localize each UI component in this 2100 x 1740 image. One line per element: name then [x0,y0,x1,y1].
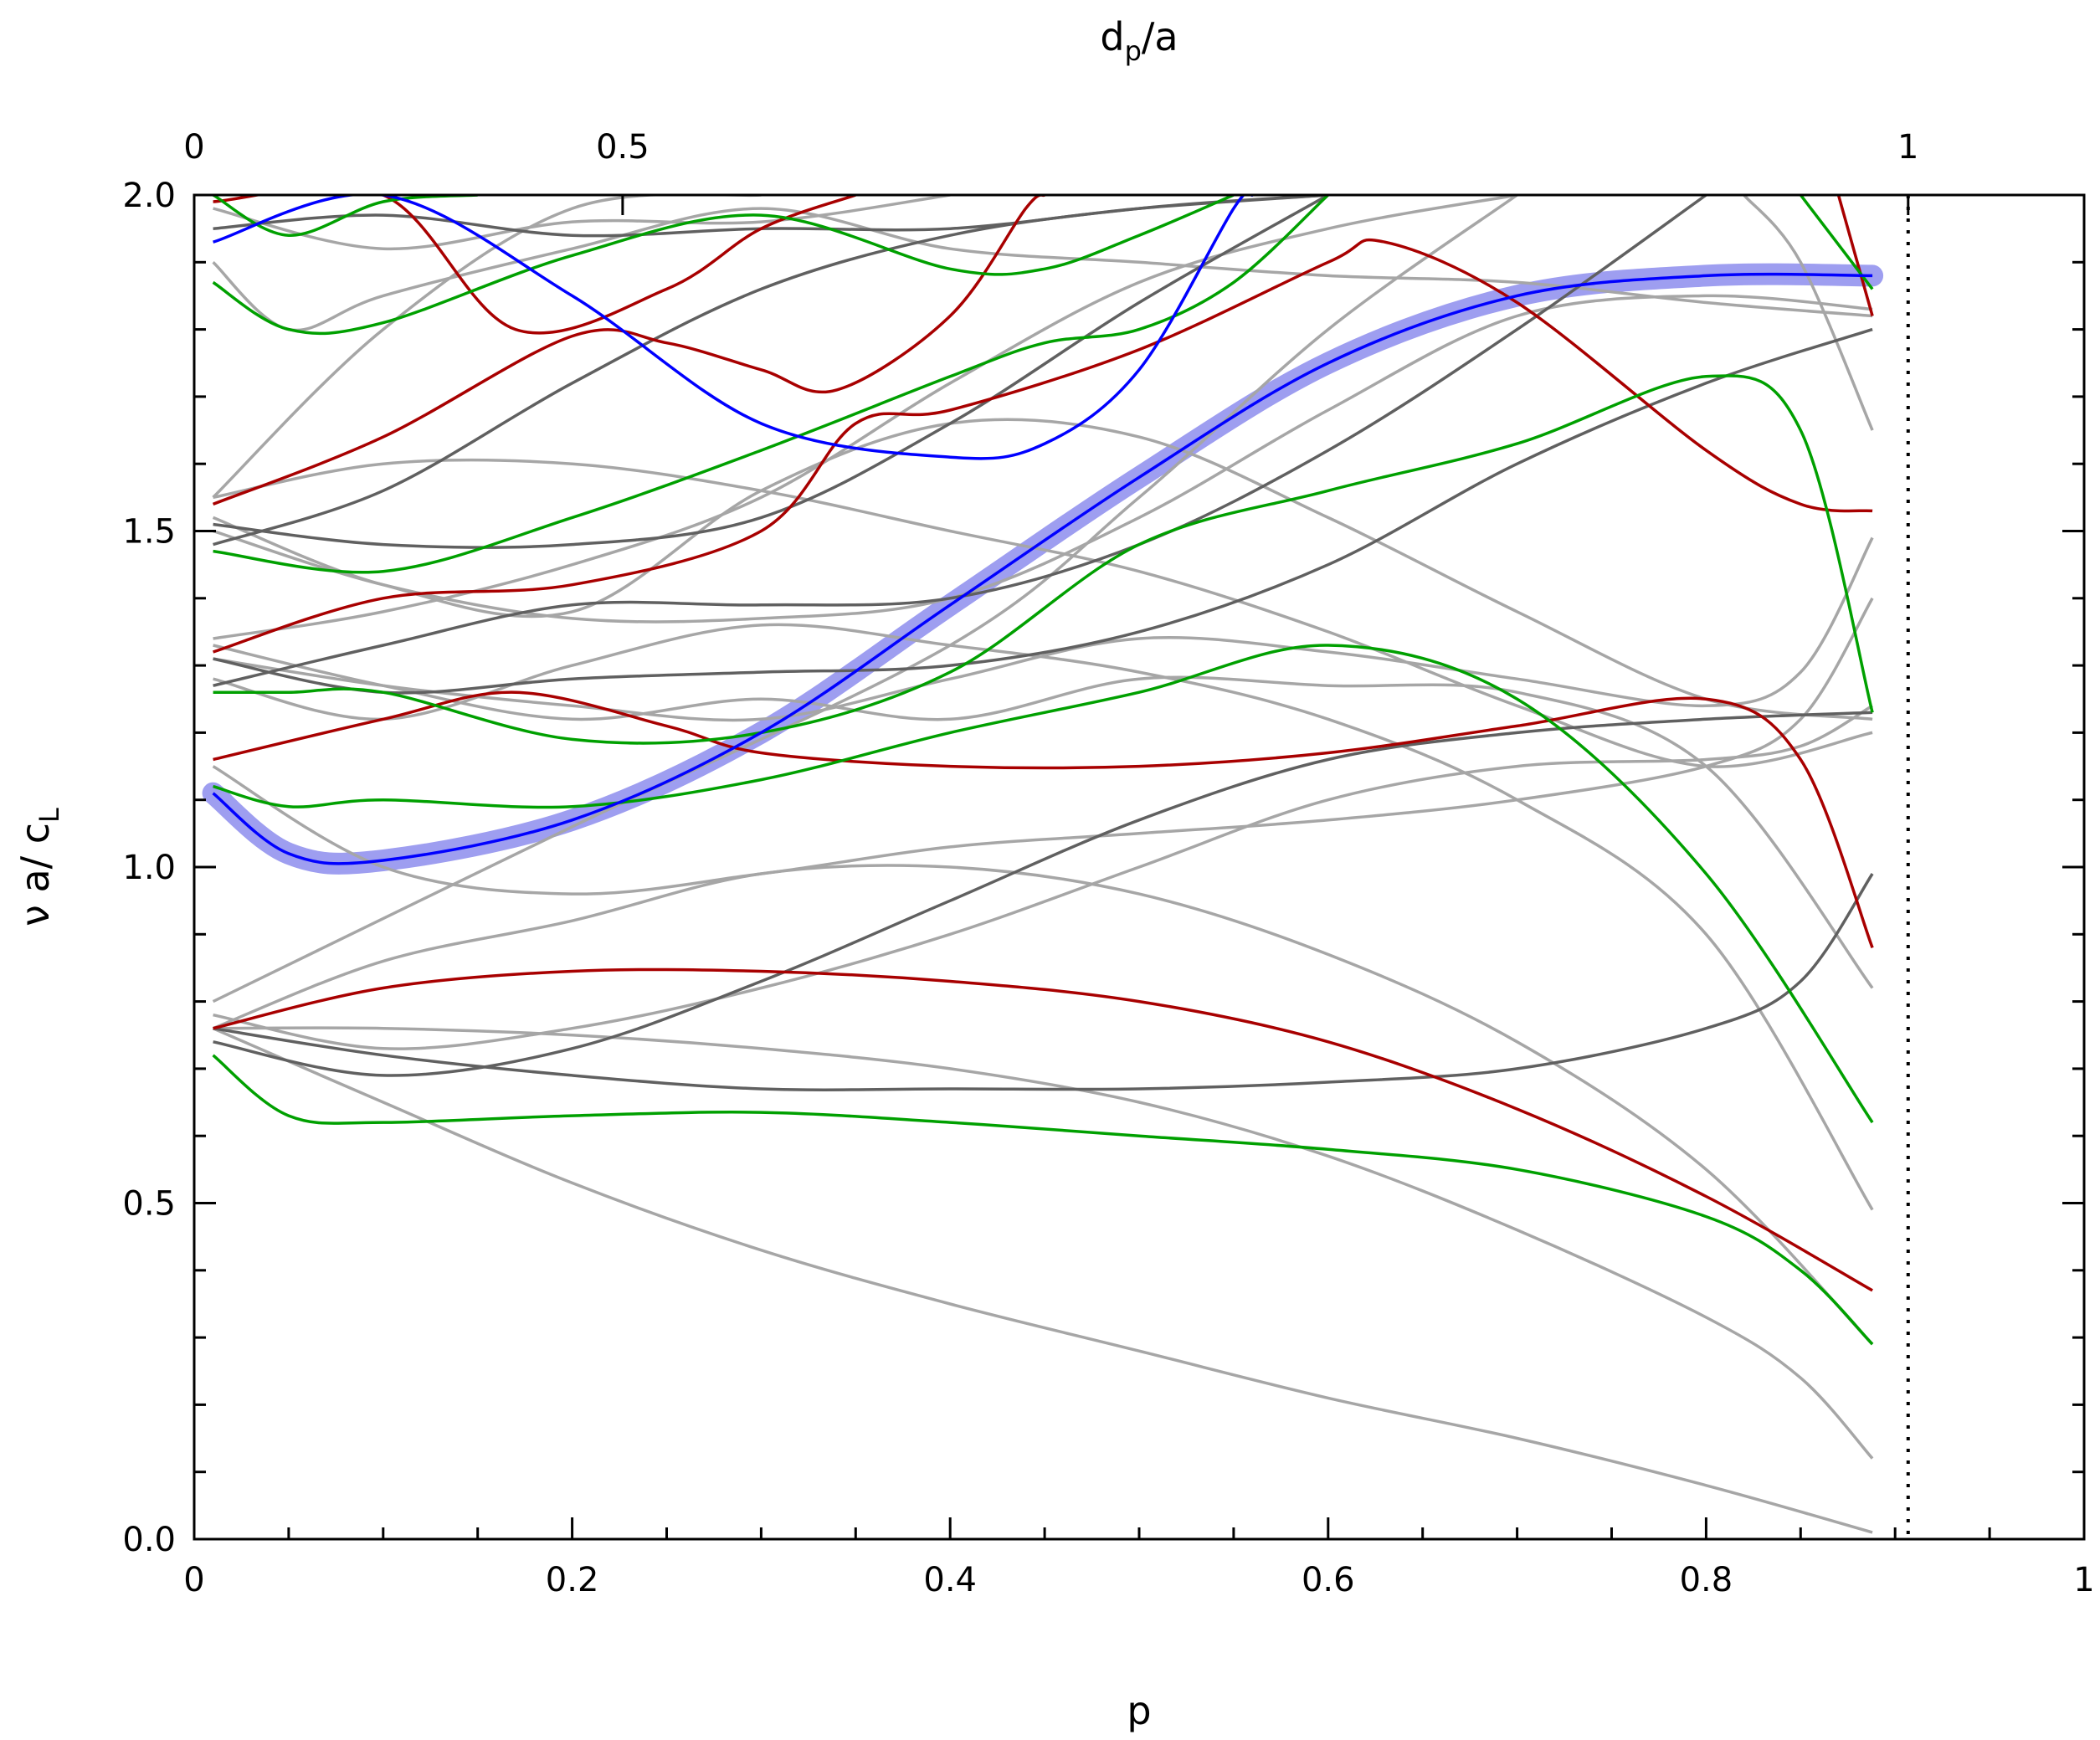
y-tick-label: 1.5 [122,513,176,552]
x-tick-label: 0.4 [923,1561,977,1599]
series-line-green-7 [1799,195,1874,290]
x-tick-label: 0.2 [546,1561,599,1599]
series-line-gray-6 [213,536,1874,722]
series-line-gray-1 [212,1027,1873,1534]
y-axis-title-main: ν a/ c [13,823,58,926]
top-axis-title: dp/a [1100,14,1178,67]
series-line-darkgray-4 [213,195,1707,687]
series-line-red-2 [213,690,1874,949]
series-line-gray-10 [213,458,1873,768]
series-line-gray-3 [212,864,1874,1346]
series-line-darkgray-5 [213,195,1329,549]
top-axis-title-subscript: p [1125,35,1142,67]
y-tick-label: 0.0 [122,1521,176,1559]
series-line-green-6 [212,195,478,237]
series-line-darkgray-2 [213,873,1874,1091]
series-line-green-5 [212,195,1235,336]
series-highlight-band [202,263,1884,875]
x2-tick-label: 0 [183,128,204,167]
series-line-red-1 [213,968,1873,1292]
series-line-red-5 [213,195,856,335]
series-line-blue-2 [213,195,1254,460]
x2-tick-label: 0.5 [596,128,650,167]
x-tick-label: 0.8 [1680,1561,1733,1599]
x2-tick-label: 1 [1897,128,1918,167]
y-tick-label: 0.5 [122,1185,176,1224]
series-line-blue-highlight [212,272,1873,865]
series-line-red-4 [212,195,1046,506]
series-line-green-2 [213,644,1874,1124]
series-line-gray-4 [213,704,1873,1050]
series-line-gray-14 [212,195,762,499]
y-axis-title: ν a/ cL [13,808,65,926]
series-line-gray-7 [213,644,1874,989]
series-line-gray-2 [213,1026,1874,1460]
x-tick-label: 1 [2073,1561,2094,1599]
y-tick-label: 1.0 [122,849,176,887]
series-line-gray-11 [212,418,1873,721]
series-line-green-4 [213,195,1329,574]
ticks-layer: 0 0.2 0.4 0.6 0.8 1 0 0.5 1 0.0 0.5 1.0 1.5 2.0 [122,128,2094,1599]
series-layer [202,195,1884,1534]
x-tick-label: 0 [183,1561,204,1599]
series-line-gray-9 [213,294,1873,624]
series-line-gray-15 [213,195,1517,640]
y-tick-label: 2.0 [122,177,176,215]
series-line-gray-12 [212,207,1873,332]
series-line-gray-17 [1743,195,1874,431]
series-line-green-1 [212,1054,1874,1346]
series-line-green-3 [213,374,1874,745]
series-line-gray-8 [213,623,1874,1211]
series-line-gray-13 [213,195,951,251]
y-axis-title-subscript: L [33,808,65,823]
x-axis-title: p [1127,1688,1151,1733]
top-axis-title-main: d [1100,14,1124,59]
series-line-darkgray-3 [213,327,1873,695]
series-line-red-3 [213,238,1873,654]
series-line-gray-16 [212,195,1518,1003]
x-tick-label: 0.6 [1302,1561,1355,1599]
top-axis-title-tail: /a [1142,14,1178,59]
series-line-red-6 [1836,195,1874,316]
